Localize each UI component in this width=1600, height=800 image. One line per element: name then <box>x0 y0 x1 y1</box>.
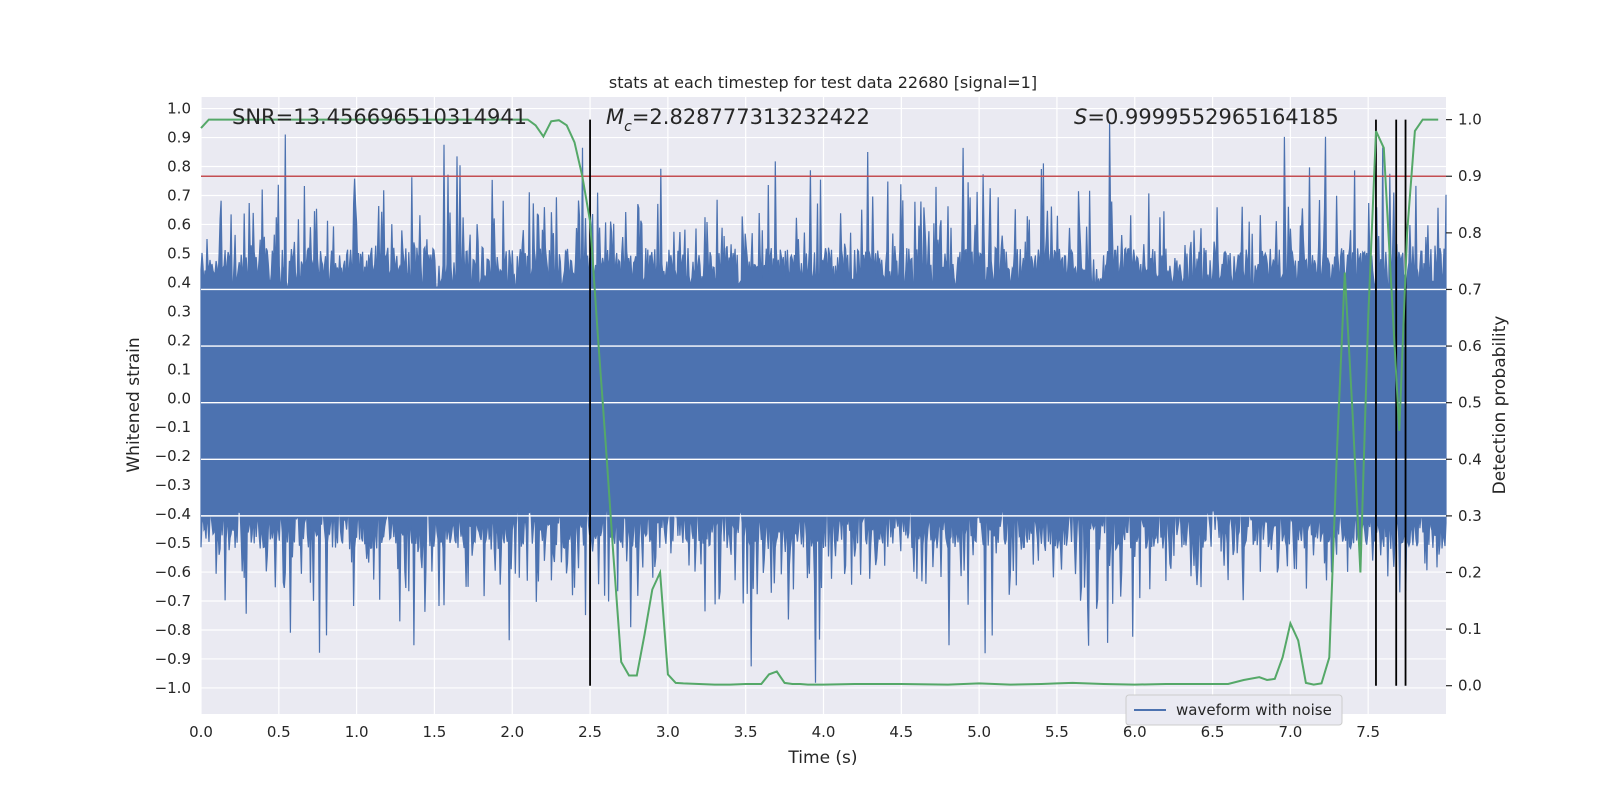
mc-annotation: Mc=2.828777313232422 <box>606 105 870 135</box>
probability-line <box>200 118 1439 686</box>
s-value: =0.9999552965164185 <box>1087 105 1338 129</box>
y2-tick-label: 0.0 <box>1458 677 1482 695</box>
y-axis-right: 1.0 0.9 0.8 0.7 0.6 0.5 0.4 0.3 0.2 0.1 0.0 <box>1446 111 1482 695</box>
x-tick-label: 5.5 <box>1045 723 1069 741</box>
y2-tick-label: 0.2 <box>1458 563 1482 581</box>
y-tick-label: 0.1 <box>167 360 191 378</box>
y-tick-label: −0.4 <box>155 505 191 523</box>
y-tick-label: −0.6 <box>155 563 191 581</box>
y-tick-label: −1.0 <box>155 679 191 697</box>
y2-tick-label: 0.7 <box>1458 280 1482 298</box>
legend-label: waveform with noise <box>1176 701 1332 719</box>
chart-title: stats at each timestep for test data 226… <box>609 73 1037 92</box>
y-tick-label: −0.1 <box>155 418 191 436</box>
y-tick-label: 0.6 <box>167 215 191 233</box>
x-tick-label: 7.0 <box>1278 723 1302 741</box>
y2-tick-label: 0.8 <box>1458 224 1482 242</box>
y-tick-label: 0.4 <box>167 273 191 291</box>
mc-symbol: M <box>606 105 624 129</box>
y-tick-label: 0.2 <box>167 331 191 349</box>
x-axis-title: Time (s) <box>787 748 857 768</box>
x-tick-label: 6.5 <box>1201 723 1225 741</box>
y-tick-label: 1.0 <box>167 100 191 118</box>
mc-value: =2.828777313232422 <box>632 105 870 129</box>
y-axis-title: Whitened strain <box>124 337 144 472</box>
y2-tick-label: 0.6 <box>1458 337 1482 355</box>
legend: waveform with noise <box>1125 694 1343 726</box>
y-tick-label: 0.9 <box>167 129 191 147</box>
y-tick-label: −0.7 <box>155 592 191 610</box>
x-tick-label: 4.5 <box>889 723 913 741</box>
vertical-markers <box>589 119 1407 686</box>
x-tick-label: 7.5 <box>1356 723 1380 741</box>
s-annotation: S=0.9999552965164185 <box>1074 105 1339 129</box>
y2-tick-label: 0.1 <box>1458 620 1482 638</box>
mc-subscript: c <box>624 119 632 135</box>
y-axis-left: 1.0 0.9 0.8 0.7 0.6 0.5 0.4 0.3 0.2 0.1 0.0 −0.1 −0.… <box>155 100 191 697</box>
probability-series <box>200 118 1439 686</box>
right-axis-gridlines <box>201 288 1446 517</box>
snr-annotation: SNR=13.456696510314941 <box>232 105 527 129</box>
y2-tick-label: 0.5 <box>1458 394 1482 412</box>
x-tick-label: 4.0 <box>812 723 836 741</box>
y-tick-label: 0.7 <box>167 186 191 204</box>
x-tick-label: 6.0 <box>1123 723 1147 741</box>
y-tick-label: −0.9 <box>155 650 191 668</box>
x-tick-label: 0.5 <box>267 723 291 741</box>
x-tick-label: 2.5 <box>578 723 602 741</box>
y2-tick-label: 0.3 <box>1458 507 1482 525</box>
x-tick-label: 3.0 <box>656 723 680 741</box>
y-tick-label: 0.0 <box>167 389 191 407</box>
y2-tick-label: 0.4 <box>1458 450 1482 468</box>
y2-tick-label: 1.0 <box>1458 111 1482 129</box>
y-tick-label: 0.8 <box>167 158 191 176</box>
x-tick-label: 1.0 <box>345 723 369 741</box>
y-tick-label: −0.3 <box>155 476 191 494</box>
y-tick-label: −0.5 <box>155 534 191 552</box>
x-tick-label: 1.5 <box>423 723 447 741</box>
y-tick-label: 0.3 <box>167 302 191 320</box>
s-symbol: S <box>1074 105 1087 129</box>
y2-tick-label: 0.9 <box>1458 167 1482 185</box>
x-axis: 0.0 0.5 1.0 1.5 2.0 2.5 3.0 3.5 4.0 4.5 5.0 5.5 6.0 6… <box>189 723 1380 741</box>
y-tick-label: −0.8 <box>155 621 191 639</box>
y-tick-label: 0.5 <box>167 244 191 262</box>
x-tick-label: 0.0 <box>189 723 213 741</box>
x-tick-label: 5.0 <box>967 723 991 741</box>
y2-axis-title: Detection probability <box>1490 316 1510 495</box>
x-tick-label: 2.0 <box>500 723 524 741</box>
y-tick-label: −0.2 <box>155 447 191 465</box>
x-tick-label: 3.5 <box>734 723 758 741</box>
legend-box <box>1125 694 1343 726</box>
